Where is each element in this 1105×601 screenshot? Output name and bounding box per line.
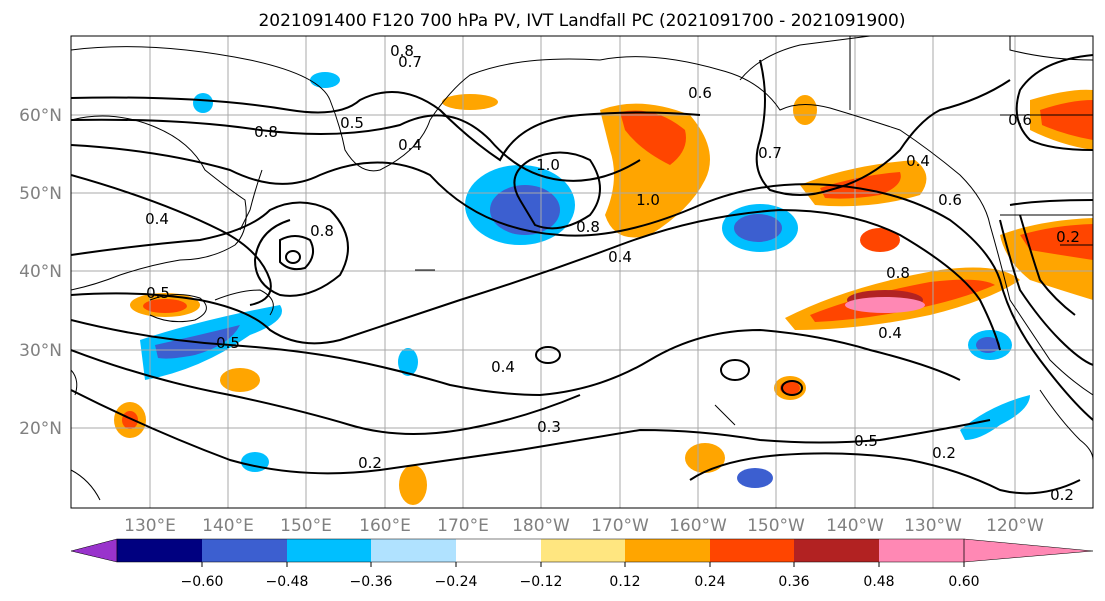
colorbar-segment: [371, 539, 456, 562]
lon-label: 140°W: [826, 516, 884, 536]
lat-label: 60°N: [19, 106, 62, 126]
shaded-region: [241, 452, 269, 472]
colorbar-tick-label: 0.60: [948, 574, 979, 590]
shaded-region: [793, 95, 817, 125]
contour-label: 0.8: [886, 264, 910, 282]
contour-label: 0.5: [146, 284, 170, 302]
colorbar-tick-label: −0.48: [266, 574, 309, 590]
colorbar-extend-min: [70, 538, 118, 563]
colorbar-segment: [794, 539, 879, 562]
colorbar-segment: [287, 539, 371, 562]
colorbar-segment: [879, 539, 964, 562]
coastlines: [71, 36, 1093, 501]
lat-label: 20°N: [19, 419, 62, 439]
shaded-region: [399, 465, 427, 505]
colorbar-segment: [625, 539, 710, 562]
contour-label: 0.2: [932, 444, 956, 462]
contour-label: 0.8: [576, 218, 600, 236]
contour-label: 0.8: [254, 123, 278, 141]
shaded-region: [845, 297, 925, 313]
contour-label: 0.2: [1050, 486, 1074, 504]
contour-label: 0.6: [1008, 111, 1032, 129]
colorbar-segment: [202, 539, 287, 562]
contour-label: 0.2: [1056, 228, 1080, 246]
lon-label: 160°W: [669, 516, 727, 536]
shaded-region: [1020, 224, 1093, 260]
colorbar: −0.60 −0.48 −0.36 −0.24 −0.12 0.12 0.24 …: [70, 538, 1094, 590]
shaded-region: [860, 228, 900, 252]
colorbar-extend-max: [963, 538, 1094, 563]
shaded-region: [143, 299, 187, 313]
contour-label: 0.7: [398, 53, 422, 71]
colorbar-segment: [710, 539, 794, 562]
shaded-region: [976, 337, 1000, 353]
lon-label: 170°E: [437, 516, 489, 536]
lat-label: 30°N: [19, 341, 62, 361]
lon-label: 180°W: [512, 516, 570, 536]
contour-label: 0.4: [491, 358, 515, 376]
colorbar-tick-label: 0.48: [863, 574, 894, 590]
shaded-region: [737, 468, 773, 488]
shaded-region: [780, 381, 800, 395]
lon-label: 170°W: [591, 516, 649, 536]
colorbar-tick-label: −0.24: [435, 574, 478, 590]
shaded-region: [398, 348, 418, 376]
colorbar-tick-label: 0.12: [609, 574, 640, 590]
shaded-region: [685, 443, 725, 473]
colorbar-tick-label: −0.12: [520, 574, 563, 590]
latitude-labels: 60°N 50°N 40°N 30°N 20°N: [19, 106, 62, 439]
contour-label: 0.3: [537, 418, 561, 436]
shaded-region: [220, 368, 260, 392]
contour-label: 0.6: [688, 84, 712, 102]
lat-label: 50°N: [19, 184, 62, 204]
contour-label: 0.8: [390, 42, 414, 60]
shaded-region: [442, 94, 498, 110]
contour-label: 0.4: [878, 324, 902, 342]
colorbar-tick-label: 0.24: [694, 574, 725, 590]
lat-label: 40°N: [19, 262, 62, 282]
lon-label: 130°W: [904, 516, 962, 536]
shaded-region: [310, 72, 340, 88]
lon-label: 130°E: [124, 516, 176, 536]
contour-label: 1.0: [536, 156, 560, 174]
contour-label: 1.0: [636, 191, 660, 209]
contour-label: 0.6: [938, 191, 962, 209]
shaded-region: [620, 110, 686, 165]
colorbar-segment: [117, 539, 202, 562]
shaded-region: [193, 93, 213, 113]
shaded-anomaly-layer: [114, 72, 1093, 505]
colorbar-segment: [456, 539, 541, 562]
contour-labels: 0.8 0.7 0.6 0.5 0.4 0.8 0.4 1.0 0.8 1.0 …: [145, 42, 1080, 504]
colorbar-tick-label: −0.36: [350, 574, 393, 590]
contour-label: 0.7: [758, 144, 782, 162]
longitude-labels: 130°E 140°E 150°E 160°E 170°E 180°W 170°…: [124, 516, 1044, 536]
contour-label: 0.2: [358, 454, 382, 472]
lon-label: 150°E: [280, 516, 332, 536]
pv-contours: [71, 54, 1093, 495]
shaded-region: [734, 214, 782, 242]
contour-label: 0.4: [398, 136, 422, 154]
lon-label: 140°E: [202, 516, 254, 536]
shaded-region: [1040, 100, 1093, 140]
map-frame: [70, 35, 1094, 509]
contour-label: 0.4: [608, 248, 632, 266]
contour-label: 0.8: [310, 222, 334, 240]
colorbar-tick-label: −0.60: [181, 574, 224, 590]
shaded-region: [960, 395, 1030, 440]
figure-title: 2021091400 F120 700 hPa PV, IVT Landfall…: [258, 11, 905, 31]
graticule: [71, 36, 1093, 508]
colorbar-segment: [541, 539, 625, 562]
contour-label: 0.4: [145, 210, 169, 228]
contour-label: 0.5: [854, 432, 878, 450]
contour-label: 0.5: [340, 114, 364, 132]
contour-label: 0.4: [906, 152, 930, 170]
colorbar-tick-label: 0.36: [778, 574, 809, 590]
contour-label: 0.5: [216, 334, 240, 352]
lon-label: 120°W: [986, 516, 1044, 536]
lon-label: 160°E: [359, 516, 411, 536]
lon-label: 150°W: [747, 516, 805, 536]
